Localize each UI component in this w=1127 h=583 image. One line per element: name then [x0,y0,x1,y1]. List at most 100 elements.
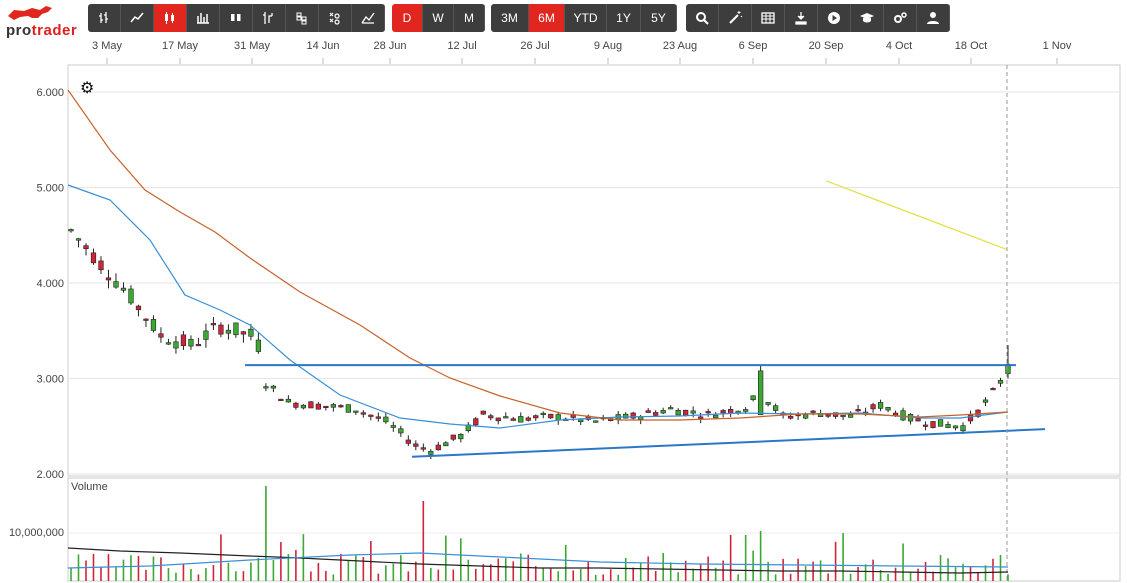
x-tick-label: 26 Jul [520,40,550,52]
candle-body [315,403,321,410]
chart-type-toolbar [88,4,385,32]
chart-type-button-area[interactable] [352,4,385,32]
period-button-w[interactable]: W [423,4,454,32]
settings-button[interactable] [884,4,917,32]
candle-body [773,405,779,411]
candle-body [668,407,674,410]
download-button[interactable] [785,4,818,32]
x-tick-label: 6 Sep [738,40,768,52]
candle-body [300,404,306,409]
candle-body [593,420,599,423]
candle-body [997,380,1004,384]
chart-type-button-hlc[interactable] [187,4,220,32]
candle-body [660,410,666,414]
period-button-m[interactable]: M [454,4,485,32]
y-tick-label: 6.000 [36,87,64,99]
candle-body [533,415,539,419]
area-icon [361,12,375,24]
candle-body [930,421,936,428]
tools-toolbar [686,4,950,32]
range-button-ytd[interactable]: YTD [565,4,607,32]
ohlc-icon [99,12,108,23]
candle-body [240,331,247,335]
magic-wand-icon [729,11,743,24]
candle-body [525,417,531,421]
magic-wand-button[interactable] [719,4,752,32]
x-tick-label: 9 Aug [593,40,623,52]
range-toolbar: 3M 6M YTD 1Y 5Y [491,4,677,32]
candle-body [405,439,411,444]
candle-body [510,418,516,421]
chart-settings-icon[interactable]: ⚙ [80,78,94,97]
x-tick-label: 12 Jul [447,40,477,52]
chart-type-button-line[interactable] [121,4,154,32]
play-button[interactable] [818,4,851,32]
user-button[interactable] [917,4,950,32]
candle-body [743,409,749,412]
chart-type-button-point-figure[interactable] [319,4,352,32]
x-tick-label: 28 Jun [373,40,407,52]
candle-body [683,409,689,416]
candle-body [210,323,217,326]
candle-body [840,414,846,418]
candle-body [945,424,951,428]
candle-body [330,404,336,408]
candle-body [653,412,659,416]
point-figure-icon [329,12,340,25]
candle-body [713,414,719,419]
candle-body [383,416,389,423]
candle-body [173,341,179,349]
candle-body [915,418,921,422]
x-tick-label: 23 Aug [662,40,698,52]
candle-body [68,229,74,232]
candle-body [847,414,854,418]
candle-body [128,288,134,304]
candle-body [360,412,366,415]
candle-body [960,425,966,432]
candle-body [278,398,284,401]
step-icon [263,12,273,24]
period-button-d[interactable]: D [392,4,423,32]
candle-body [450,434,456,440]
x-tick-label: 1 Nov [1042,40,1072,52]
chart-type-button-step[interactable] [253,4,286,32]
candle-body [338,405,344,408]
candle-body [218,324,224,335]
chart-type-button-renko[interactable] [286,4,319,32]
candle-body [540,412,546,415]
candle-body [233,322,239,336]
candle-body [375,416,381,419]
candle-body [308,401,314,409]
range-button-6m[interactable]: 6M [529,4,565,32]
candle-body [787,415,794,419]
line-icon [130,12,144,23]
play-icon [828,12,840,24]
logo-text: protrader [6,22,78,39]
range-button-1y[interactable]: 1Y [607,4,641,32]
candle-body [690,410,696,414]
chart-type-button-ohlc[interactable] [88,4,121,32]
candle-body [83,245,89,250]
table-button[interactable] [752,4,785,32]
chart-type-button-hollow-candle[interactable] [220,4,253,32]
candle-body [165,342,172,345]
search-icon [696,12,709,25]
candle-body [428,451,434,455]
candle-body [855,409,861,412]
candle-body [802,414,809,419]
chart-type-button-candle[interactable] [154,4,187,32]
candle-body [105,277,112,281]
range-button-5y[interactable]: 5Y [641,4,677,32]
candle-body [705,411,711,414]
candle-body [90,252,97,264]
candle-body [270,385,277,389]
search-button[interactable] [686,4,719,32]
hollow-candle-icon [231,14,241,21]
candle-body [248,328,254,337]
graduation-cap-button[interactable] [851,4,884,32]
candle-body [630,412,636,419]
range-button-3m[interactable]: 3M [491,4,529,32]
x-tick-label: 20 Sep [808,40,844,52]
candle-body [937,419,944,427]
